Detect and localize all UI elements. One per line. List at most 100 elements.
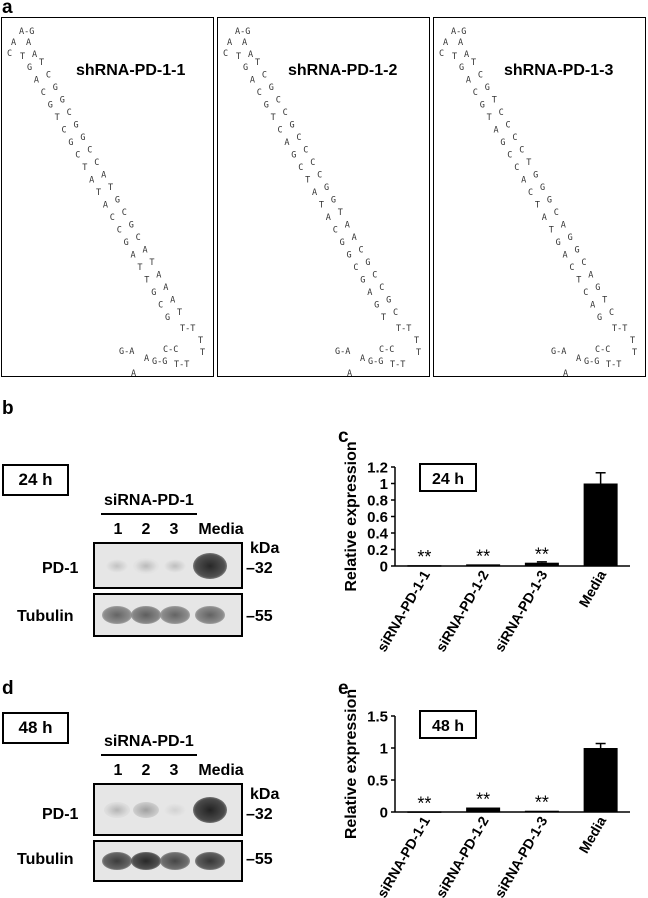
significance-label: ** bbox=[417, 793, 431, 813]
hairpin-stem-base: G bbox=[129, 221, 134, 231]
hairpin-stem-base: A bbox=[34, 76, 39, 86]
hairpin-stem-base: A bbox=[521, 176, 526, 186]
hairpin-stem-base: C bbox=[136, 233, 141, 243]
hairpin-stem-base: G bbox=[547, 196, 552, 206]
hairpin-panel-2: A-G A A C T A G T A C C G G C T C C G A C G C C C T C A G T G A T C A G A G C… bbox=[217, 17, 430, 377]
blot-band bbox=[193, 796, 228, 823]
hairpin-stem-base: A bbox=[542, 213, 547, 223]
panel-d-lane-2: 2 bbox=[141, 762, 151, 779]
panel-b-pd1-marker: –32 bbox=[246, 560, 273, 577]
bar bbox=[407, 565, 442, 567]
panel-b-pd1-label: PD-1 bbox=[42, 560, 79, 577]
hairpin-stem-base: T bbox=[39, 58, 44, 68]
hairpin-stem-base: C bbox=[303, 146, 308, 156]
hairpin-tail-base: A bbox=[563, 369, 568, 377]
hairpin-stem-base: A bbox=[563, 251, 568, 261]
hairpin-tail-base: G-G bbox=[584, 357, 599, 367]
hairpin-stem-base: G bbox=[269, 83, 274, 93]
hairpin-tail-base: C-C bbox=[163, 345, 178, 355]
panel-d-tubulin-marker-value: 55 bbox=[254, 851, 273, 868]
category-label: siRNA-PD-1-3 bbox=[491, 813, 550, 898]
hairpin-stem-base: C bbox=[507, 151, 512, 161]
hairpin-tail-base: T bbox=[630, 336, 635, 346]
hairpin-stem-base: G bbox=[575, 246, 580, 256]
hairpin-stem-base: A bbox=[250, 76, 255, 86]
hairpin-loop-base: T bbox=[20, 52, 25, 62]
hairpin-stem-base: G bbox=[48, 101, 53, 111]
hairpin-stem-base: C bbox=[75, 151, 80, 161]
hairpin-stem-base: C bbox=[296, 133, 301, 143]
significance-label: ** bbox=[535, 545, 549, 565]
hairpin-stem-base: C bbox=[499, 108, 504, 118]
hairpin-panel-1: A-G A A C T A G T A C C G G G T C C G G G C C T C A A T T A G C C C G G C A A… bbox=[1, 17, 214, 377]
hairpin-stem-base: C bbox=[257, 88, 262, 98]
significance-label: ** bbox=[476, 790, 490, 810]
hairpin-stem-base: T bbox=[55, 113, 60, 123]
hairpin-stem-base: G bbox=[480, 101, 485, 111]
panel-e-letter: e bbox=[338, 678, 349, 699]
hairpin-stem-base: A bbox=[89, 176, 94, 186]
hairpin-stem-base: C bbox=[46, 71, 51, 81]
hairpin-stem-base: T bbox=[576, 276, 581, 286]
hairpin-tail-base: C-C bbox=[595, 345, 610, 355]
panel-d-kda-label: kDa bbox=[250, 786, 280, 803]
hairpin-stem-base: T bbox=[526, 158, 531, 168]
hairpin-stem-base: T bbox=[255, 58, 260, 68]
hairpin-stem-base: C bbox=[353, 263, 358, 273]
hairpin-loop-base: C bbox=[7, 49, 12, 59]
hairpin-panel-3: A-G A A C T A G T A C C G G T T C A C G C C C C T A G C G T G A C T A G G A G… bbox=[433, 17, 646, 377]
chart-title: 48 h bbox=[432, 718, 464, 735]
hairpin-loop-base: C bbox=[223, 49, 228, 59]
hairpin-stem-base: T bbox=[549, 226, 554, 236]
hairpin-stem-base: C bbox=[512, 133, 517, 143]
hairpin-stem-base: G bbox=[264, 101, 269, 111]
hairpin-stem-base: T bbox=[108, 183, 113, 193]
hairpin-stem-base: C bbox=[298, 163, 303, 173]
hairpin-stem-base: G bbox=[291, 151, 296, 161]
hairpin-loop-base: A bbox=[32, 50, 37, 60]
chart-title-box bbox=[419, 710, 477, 739]
hairpin-stem-base: C bbox=[110, 213, 115, 223]
category-label: Media bbox=[576, 813, 610, 856]
significance-label: ** bbox=[476, 546, 490, 566]
y-tick-label: 0.6 bbox=[367, 509, 388, 526]
hairpin-structure-1: A-GA AC T AG TA CC GG GT CC GG GC CT CA AT TA GC CC GG CA A… bbox=[7, 27, 205, 377]
hairpin-loop-base: A bbox=[242, 38, 247, 48]
bar bbox=[583, 483, 618, 566]
hairpin-stem-base: C bbox=[581, 258, 586, 268]
blot-band bbox=[131, 606, 162, 624]
hairpin-stem-base: A bbox=[345, 221, 350, 231]
hairpin-stem-base: A bbox=[103, 201, 108, 211]
y-tick-label: 0 bbox=[380, 805, 388, 822]
hairpin-loop-base: C bbox=[439, 49, 444, 59]
hairpin-stem-base: G bbox=[340, 238, 345, 248]
panel-b-pd1-blot bbox=[93, 542, 243, 589]
panel-b-pd1-marker-value: 32 bbox=[254, 560, 273, 577]
hairpin-stem-base: T bbox=[492, 96, 497, 106]
hairpin-tail-base: T bbox=[632, 348, 637, 358]
hairpin-tail-base: T-T bbox=[174, 360, 189, 370]
hairpin-tail-base: A bbox=[131, 369, 136, 377]
hairpin-stem-base: C bbox=[117, 226, 122, 236]
hairpin-loop-base: A bbox=[443, 38, 448, 48]
blot-band bbox=[103, 801, 130, 818]
y-tick-label: 0.5 bbox=[367, 773, 388, 790]
blot-band bbox=[101, 852, 132, 870]
hairpin-stem-base: A bbox=[326, 213, 331, 223]
hairpin-stem-base: G bbox=[347, 251, 352, 261]
hairpin-stem-base: G bbox=[540, 183, 545, 193]
blot-band bbox=[162, 801, 189, 818]
hairpin-stem-base: A bbox=[588, 271, 593, 281]
panel-d-lane-1: 1 bbox=[113, 762, 123, 779]
panel-d-lane-media: Media bbox=[198, 762, 244, 779]
y-tick-label: 0.2 bbox=[367, 542, 388, 559]
hairpin-stem-base: G bbox=[386, 296, 391, 306]
hairpin-stem-base: G bbox=[485, 83, 490, 93]
significance-label: ** bbox=[535, 793, 549, 813]
hairpin-stem-base: A bbox=[466, 76, 471, 86]
hairpin-tail-base: G-A bbox=[119, 347, 134, 357]
hairpin-stem-base: C bbox=[506, 121, 511, 131]
bar bbox=[407, 811, 442, 813]
hairpin-stem-base: G bbox=[165, 313, 170, 323]
hairpin-stem-base: C bbox=[278, 126, 283, 136]
